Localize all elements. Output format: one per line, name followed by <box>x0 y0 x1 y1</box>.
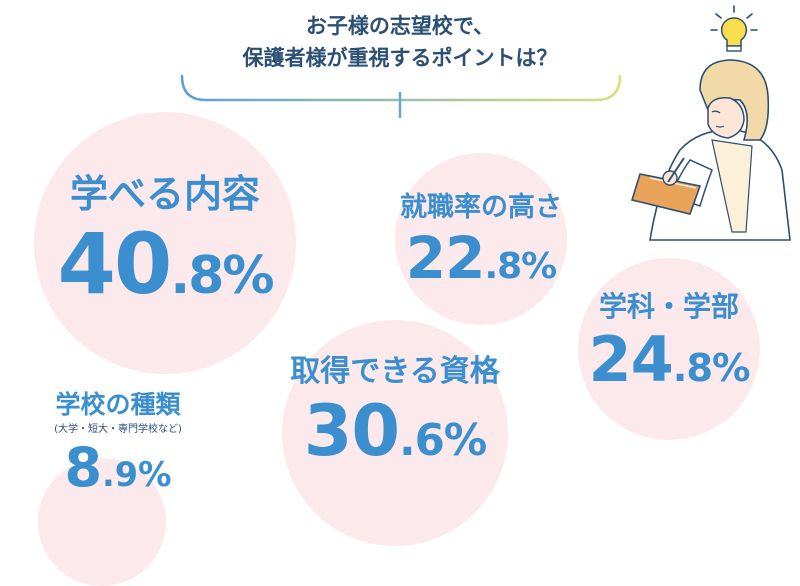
label-employment: 就職率の高さ 22.8% <box>380 190 582 299</box>
bubble-employment <box>395 153 567 325</box>
bubble-learn <box>34 112 296 374</box>
item-name-learn: 学べる内容 <box>69 172 260 216</box>
value-int: 40 <box>57 215 172 313</box>
label-qualification: 取得できる資格 30.6% <box>262 352 528 480</box>
item-name-employment: 就職率の高さ <box>400 192 562 223</box>
item-value-employment: 22.8% <box>380 226 582 299</box>
item-name-department: 学科・学部 <box>598 290 739 323</box>
value-int: 30 <box>303 390 400 472</box>
value-int: 8 <box>64 436 103 499</box>
value-dec: .8% <box>484 246 558 287</box>
label-department: 学科・学部 24.8% <box>568 288 770 403</box>
infographic: お子様の志望校で、 保護者様が重視するポイントは？ <box>20 5 791 586</box>
item-value-qualification: 30.6% <box>262 392 528 480</box>
lightbulb-icon <box>710 5 758 52</box>
title-line-1: お子様の志望校で、 <box>305 14 495 38</box>
value-int: 24 <box>588 323 673 396</box>
title-line-2: 保護者様が重視するポイントは？ <box>242 46 558 70</box>
item-name-school-type: 学校の種類 <box>55 390 181 419</box>
title-bracket <box>180 74 622 118</box>
chart-title: お子様の志望校で、 保護者様が重視するポイントは？ <box>180 10 620 74</box>
value-dec: .8% <box>170 246 274 306</box>
item-value-school-type: 8.9% <box>20 438 216 505</box>
value-dec: .9% <box>102 455 172 494</box>
value-int: 22 <box>405 224 486 292</box>
item-sub-school-type: (大学・短大・専門学校など) <box>54 424 182 435</box>
item-name-qualification: 取得できる資格 <box>290 354 500 389</box>
person-reading-illustration <box>630 59 791 241</box>
item-value-learn: 40.8% <box>34 218 296 322</box>
bubble-qualification <box>282 320 508 546</box>
value-dec: .6% <box>399 416 487 466</box>
label-learn: 学べる内容 40.8% <box>34 170 296 322</box>
value-dec: .8% <box>672 346 751 391</box>
bubble-department <box>578 258 760 440</box>
label-school-type: 学校の種類 (大学・短大・専門学校など) 8.9% <box>20 388 216 505</box>
item-value-department: 24.8% <box>568 326 770 403</box>
